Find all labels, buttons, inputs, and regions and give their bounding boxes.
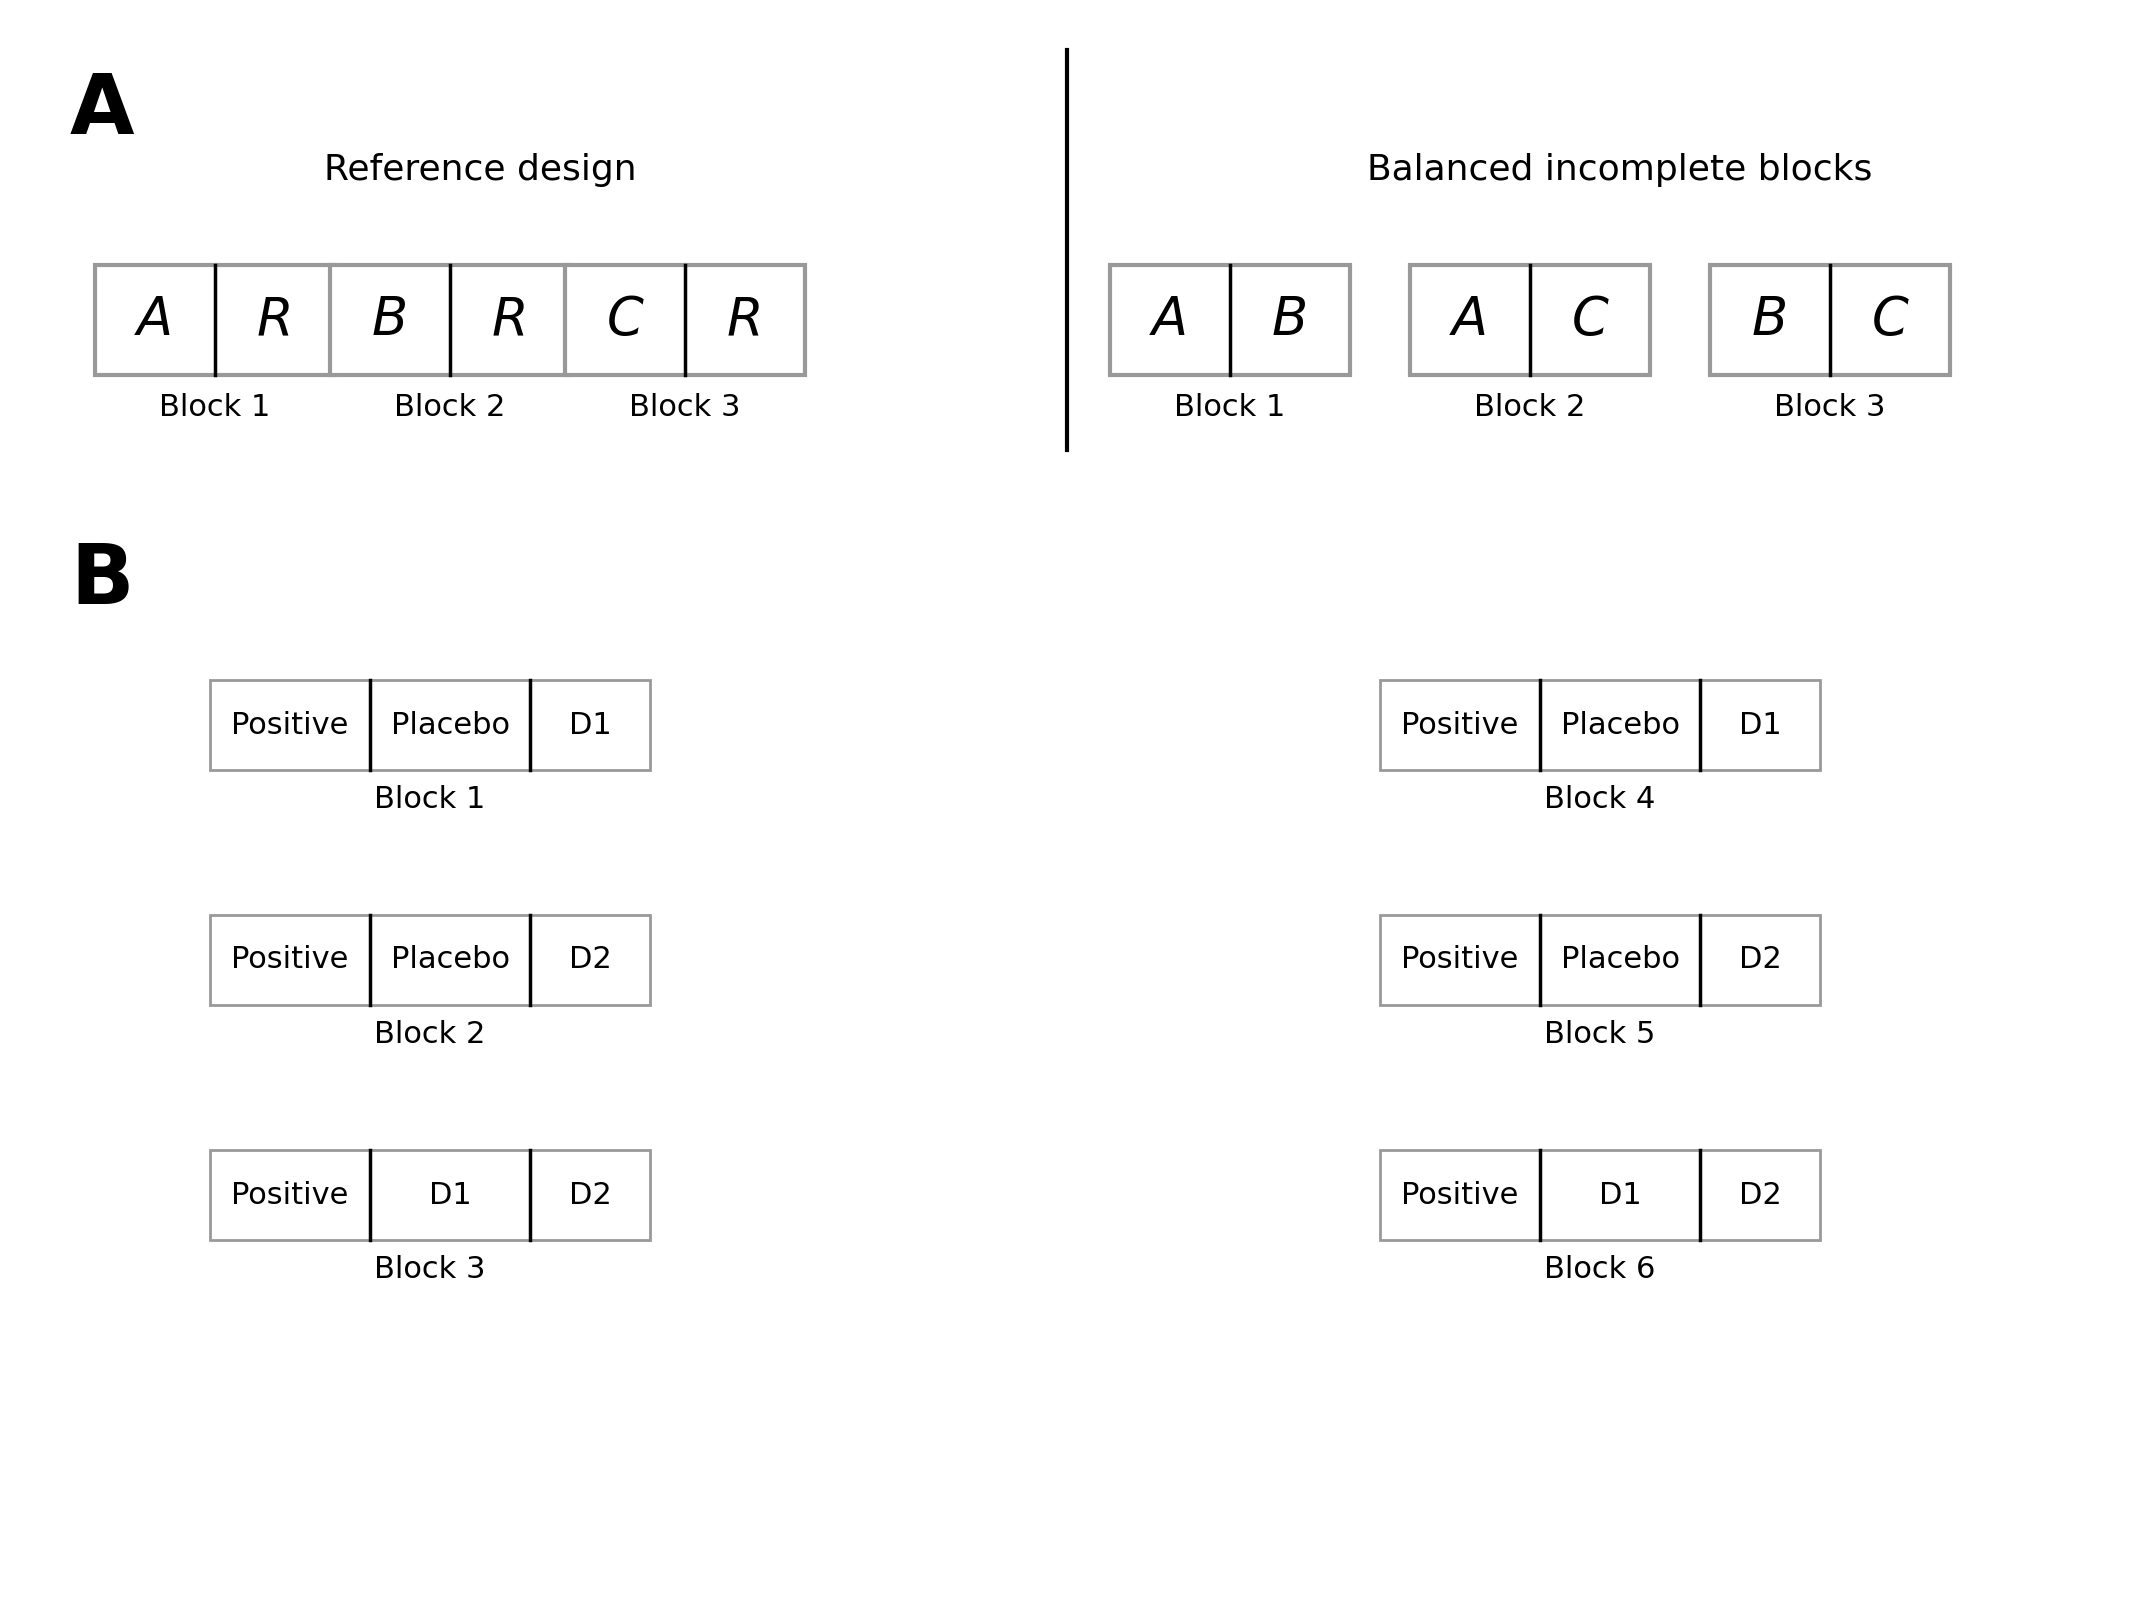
- Bar: [331, 266, 570, 374]
- Text: Block 3: Block 3: [1773, 394, 1886, 422]
- Text: R: R: [728, 294, 764, 346]
- Text: Block 1: Block 1: [160, 394, 271, 422]
- Bar: [209, 1150, 651, 1240]
- Text: C: C: [1571, 294, 1609, 346]
- Bar: [1381, 1150, 1820, 1240]
- Text: R: R: [491, 294, 529, 346]
- Text: Balanced incomplete blocks: Balanced incomplete blocks: [1368, 154, 1874, 187]
- Text: Placebo: Placebo: [1560, 946, 1679, 974]
- Text: Positive: Positive: [1402, 710, 1519, 739]
- Text: D1: D1: [1598, 1181, 1641, 1210]
- Text: Placebo: Placebo: [1560, 710, 1679, 739]
- Bar: [566, 266, 805, 374]
- Text: Block 4: Block 4: [1545, 786, 1656, 814]
- Text: D1: D1: [429, 1181, 472, 1210]
- Text: C: C: [606, 294, 644, 346]
- Text: Block 1: Block 1: [373, 786, 487, 814]
- Text: Positive: Positive: [1402, 1181, 1519, 1210]
- Text: Positive: Positive: [230, 1181, 348, 1210]
- Text: A: A: [137, 294, 173, 346]
- Text: Positive: Positive: [1402, 946, 1519, 974]
- Text: R: R: [256, 294, 292, 346]
- Text: Reference design: Reference design: [324, 154, 636, 187]
- Text: Positive: Positive: [230, 710, 348, 739]
- Text: D1: D1: [568, 710, 610, 739]
- Text: D1: D1: [1739, 710, 1782, 739]
- Text: Block 1: Block 1: [1174, 394, 1285, 422]
- Text: Block 3: Block 3: [630, 394, 740, 422]
- Bar: [96, 266, 335, 374]
- Bar: [1110, 266, 1351, 374]
- Text: Placebo: Placebo: [391, 946, 510, 974]
- Text: Block 2: Block 2: [1475, 394, 1586, 422]
- Text: A: A: [70, 70, 134, 150]
- Bar: [1411, 266, 1650, 374]
- Text: A: A: [1451, 294, 1487, 346]
- Bar: [1381, 680, 1820, 770]
- Text: B: B: [1752, 294, 1788, 346]
- Text: B: B: [1272, 294, 1308, 346]
- Text: D2: D2: [1739, 1181, 1782, 1210]
- Text: Block 2: Block 2: [395, 394, 506, 422]
- Text: A: A: [1152, 294, 1189, 346]
- Text: Block 2: Block 2: [373, 1021, 487, 1050]
- Bar: [209, 680, 651, 770]
- Bar: [1381, 915, 1820, 1005]
- Bar: [1709, 266, 1950, 374]
- Text: Placebo: Placebo: [391, 710, 510, 739]
- Text: Positive: Positive: [230, 946, 348, 974]
- Text: Block 3: Block 3: [373, 1254, 487, 1283]
- Text: B: B: [70, 541, 134, 621]
- Text: D2: D2: [568, 1181, 610, 1210]
- Bar: [209, 915, 651, 1005]
- Text: Block 6: Block 6: [1545, 1254, 1656, 1283]
- Text: C: C: [1872, 294, 1908, 346]
- Text: B: B: [371, 294, 408, 346]
- Text: Block 5: Block 5: [1545, 1021, 1656, 1050]
- Text: D2: D2: [1739, 946, 1782, 974]
- Text: D2: D2: [568, 946, 610, 974]
